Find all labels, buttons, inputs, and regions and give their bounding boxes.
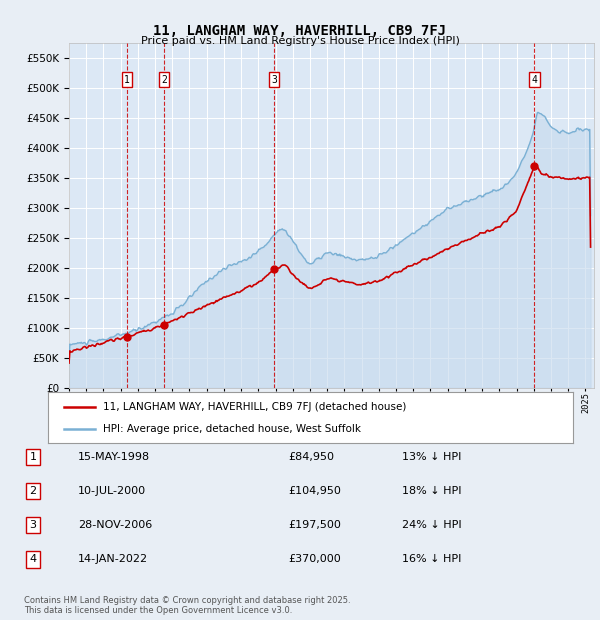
Text: Contains HM Land Registry data © Crown copyright and database right 2025.
This d: Contains HM Land Registry data © Crown c… [24, 596, 350, 615]
Text: 13% ↓ HPI: 13% ↓ HPI [402, 452, 461, 462]
Text: £104,950: £104,950 [288, 486, 341, 496]
Text: 15-MAY-1998: 15-MAY-1998 [78, 452, 150, 462]
Text: Price paid vs. HM Land Registry's House Price Index (HPI): Price paid vs. HM Land Registry's House … [140, 36, 460, 46]
Text: 24% ↓ HPI: 24% ↓ HPI [402, 520, 461, 530]
Text: 14-JAN-2022: 14-JAN-2022 [78, 554, 148, 564]
Text: 2: 2 [29, 486, 37, 496]
Text: 18% ↓ HPI: 18% ↓ HPI [402, 486, 461, 496]
Text: 2: 2 [161, 74, 167, 84]
Text: £370,000: £370,000 [288, 554, 341, 564]
Text: £84,950: £84,950 [288, 452, 334, 462]
Text: 11, LANGHAM WAY, HAVERHILL, CB9 7FJ (detached house): 11, LANGHAM WAY, HAVERHILL, CB9 7FJ (det… [103, 402, 407, 412]
Text: 3: 3 [271, 74, 277, 84]
Text: 16% ↓ HPI: 16% ↓ HPI [402, 554, 461, 564]
Text: 28-NOV-2006: 28-NOV-2006 [78, 520, 152, 530]
Text: 4: 4 [532, 74, 538, 84]
Text: £197,500: £197,500 [288, 520, 341, 530]
Text: HPI: Average price, detached house, West Suffolk: HPI: Average price, detached house, West… [103, 424, 361, 434]
Text: 1: 1 [29, 452, 37, 462]
Text: 1: 1 [124, 74, 130, 84]
Text: 4: 4 [29, 554, 37, 564]
Text: 10-JUL-2000: 10-JUL-2000 [78, 486, 146, 496]
Text: 3: 3 [29, 520, 37, 530]
Text: 11, LANGHAM WAY, HAVERHILL, CB9 7FJ: 11, LANGHAM WAY, HAVERHILL, CB9 7FJ [154, 24, 446, 38]
